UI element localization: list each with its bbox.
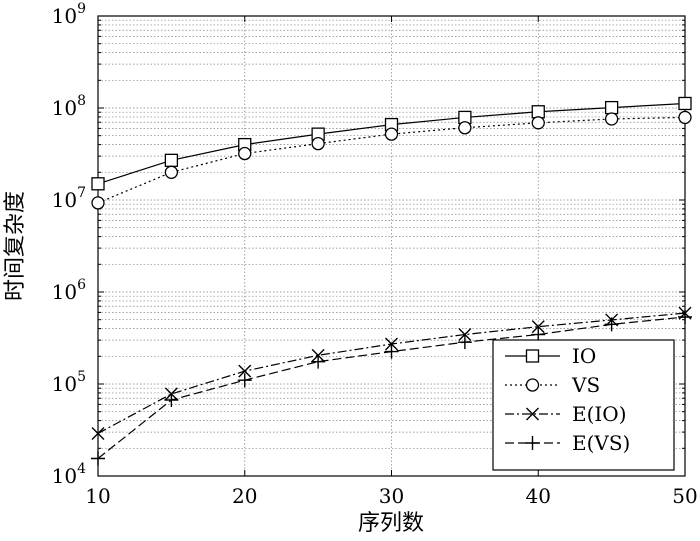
series-line-io [97,102,686,185]
data-point-e-io [91,426,105,440]
data-point-e-vs [531,327,546,342]
data-point-e-io [458,328,472,342]
x-tick-label: 40 [526,484,551,508]
data-point-e-vs [678,309,692,324]
data-point-e-io [385,337,398,351]
series-layer [91,96,692,466]
x-tick-label: 20 [232,484,257,508]
series-e-vs [91,309,692,466]
data-point-vs [91,196,105,210]
x-tick-label: 30 [379,484,404,508]
legend-label-vs: VS [571,373,600,397]
legend-label-io: IO [572,344,596,368]
data-point-io [164,153,179,167]
y-tick-label: 104 [52,461,86,488]
legend: IO VS E(IO) E(VS) [492,339,675,471]
legend-marker-vs [525,378,540,392]
data-point-e-vs [237,373,252,388]
legend-marker-io [525,349,540,363]
x-tick-label: 10 [85,484,110,508]
data-point-vs [164,165,179,179]
data-point-e-io [238,364,252,378]
data-point-e-vs [311,354,326,369]
y-tick-label: 107 [52,185,86,212]
data-point-io [91,177,105,191]
series-vs [91,110,692,210]
data-point-vs [238,146,252,161]
y-tick-label: 105 [52,369,86,396]
y-axis-label: 时间复杂度 [3,191,28,301]
data-point-e-io [531,320,545,334]
data-point-vs [384,127,399,141]
legend-label-e-vs: E(VS) [572,431,630,455]
data-point-e-vs [384,344,399,359]
data-point-e-vs [164,393,179,408]
data-point-e-vs [91,451,105,466]
data-point-vs [531,116,545,130]
y-tick-labels: 104 105 106 107 108 109 [52,1,86,488]
data-point-vs [678,110,692,125]
legend-marker-e-io [526,407,539,421]
legend-box [492,339,675,471]
legend-marker-e-vs [525,436,540,450]
data-point-e-vs [457,335,472,350]
data-point-vs [311,136,325,151]
x-tick-label: 50 [672,484,697,508]
x-tick-labels: 10 20 30 40 50 [85,484,697,508]
tick-marks [97,16,686,477]
y-tick-label: 108 [52,93,86,120]
y-tick-label: 106 [52,277,86,304]
data-point-vs [604,112,619,126]
data-point-io [604,100,619,115]
data-point-e-vs [604,317,619,332]
data-point-io [531,105,545,119]
data-point-vs [458,121,472,135]
legend-label-e-io: E(IO) [572,402,627,426]
data-point-io [678,96,692,111]
x-axis-label: 序列数 [358,511,424,536]
y-tick-label: 109 [52,1,86,28]
